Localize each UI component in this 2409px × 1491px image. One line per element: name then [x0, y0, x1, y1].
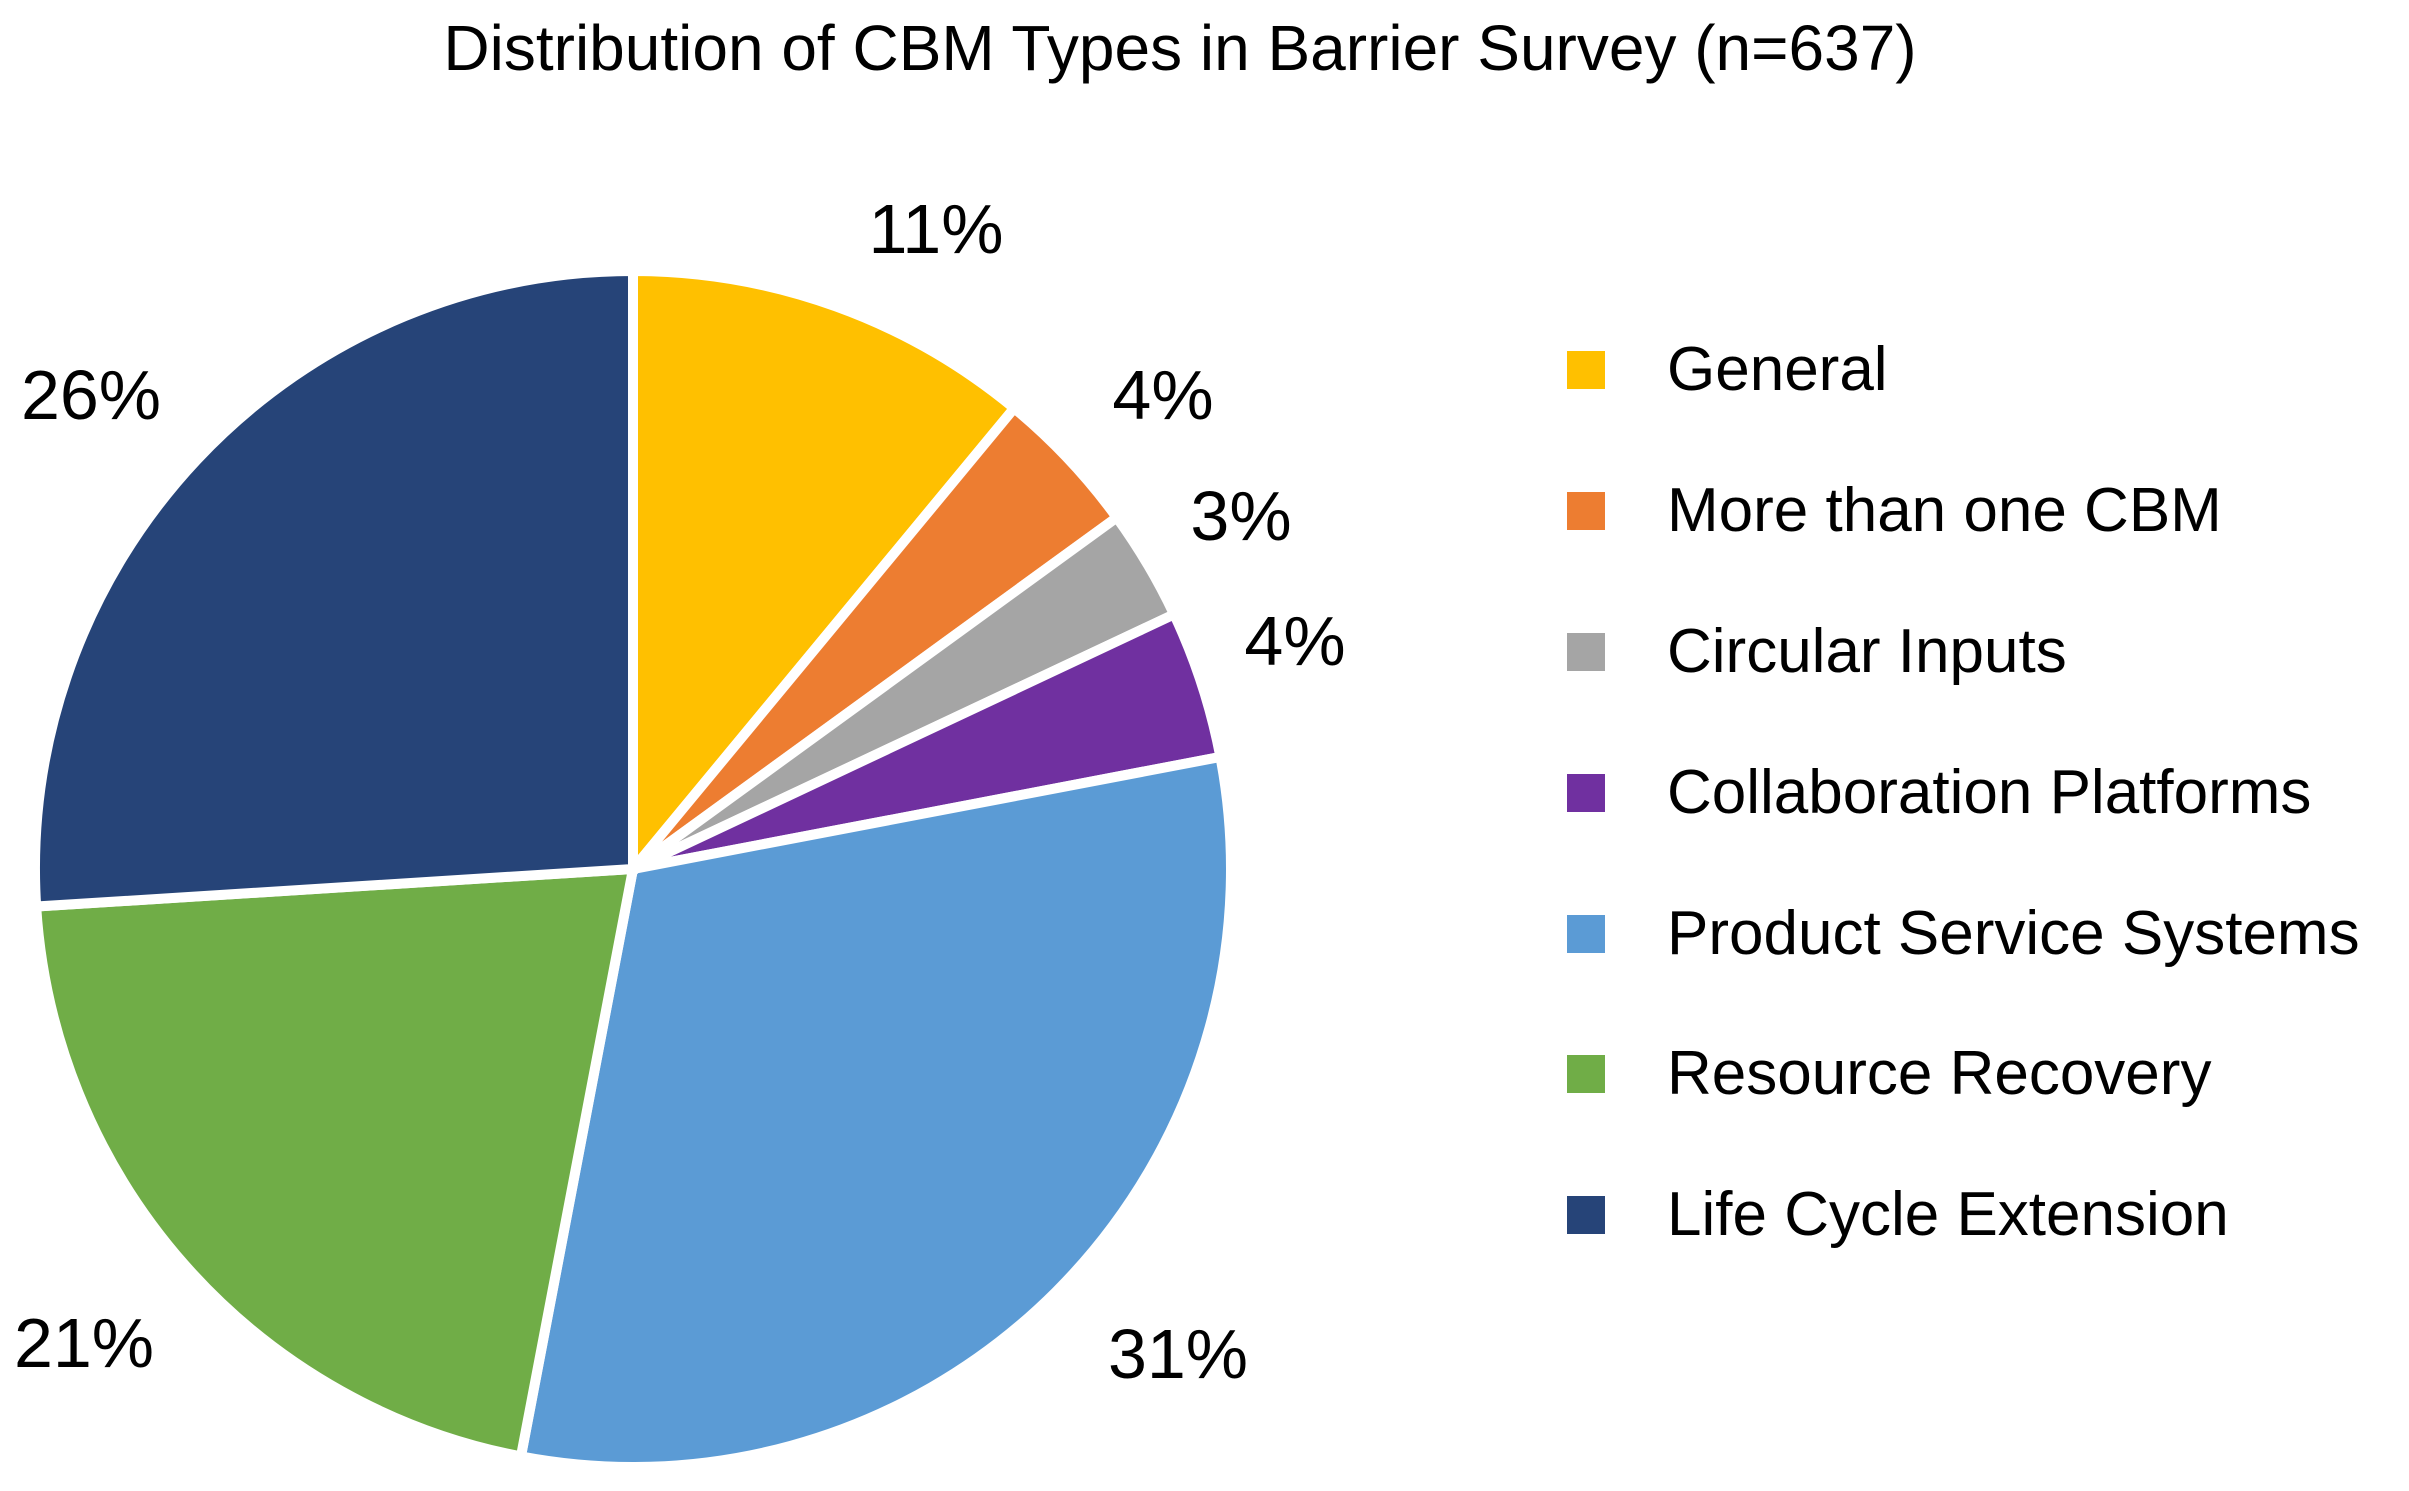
- legend-label: Life Cycle Extension: [1667, 1180, 2229, 1250]
- data-label-general: 11%: [868, 190, 1004, 268]
- legend-label: Collaboration Platforms: [1667, 757, 2312, 827]
- legend-label: General: [1667, 335, 1888, 405]
- pie-slice-product-service-systems: [515, 751, 1236, 1472]
- legend-item-general: General: [1567, 300, 2360, 441]
- legend-label: Resource Recovery: [1667, 1039, 2212, 1109]
- legend-swatch-more-than-one-cbm: [1567, 492, 1605, 531]
- legend-swatch-collaboration-platforms: [1567, 773, 1605, 812]
- data-label-resource-recovery: 21%: [13, 1304, 155, 1382]
- legend-label: More than one CBM: [1667, 476, 2222, 546]
- legend-item-life-cycle-extension: Life Cycle Extension: [1567, 1145, 2360, 1286]
- data-label-product-service-systems: 31%: [1107, 1315, 1249, 1393]
- data-label-collaboration-platforms: 4%: [1244, 602, 1346, 680]
- legend-item-product-service-systems: Product Service Systems: [1567, 863, 2360, 1004]
- legend-item-resource-recovery: Resource Recovery: [1567, 1004, 2360, 1145]
- legend-item-circular-inputs: Circular Inputs: [1567, 582, 2360, 723]
- data-label-life-cycle-extension: 26%: [20, 356, 162, 434]
- legend-item-collaboration-platforms: Collaboration Platforms: [1567, 722, 2360, 863]
- pie-slice-life-cycle-extension: [30, 265, 638, 912]
- legend-swatch-resource-recovery: [1567, 1055, 1605, 1094]
- pie-slice-resource-recovery: [30, 863, 640, 1463]
- pie-slice-general: [628, 265, 1022, 883]
- legend-swatch-general: [1567, 351, 1605, 390]
- chart-title: Distribution of CBM Types in Barrier Sur…: [443, 12, 1917, 84]
- legend-label: Product Service Systems: [1667, 898, 2360, 968]
- data-label-more-than-one-cbm: 4%: [1112, 356, 1214, 434]
- legend-swatch-life-cycle-extension: [1567, 1196, 1605, 1235]
- legend: General More than one CBM Circular Inputs C…: [1567, 300, 2360, 1286]
- legend-swatch-circular-inputs: [1567, 632, 1605, 671]
- legend-label: Circular Inputs: [1667, 616, 2067, 686]
- legend-item-more-than-one-cbm: More than one CBM: [1567, 441, 2360, 582]
- legend-swatch-product-service-systems: [1567, 914, 1605, 953]
- data-label-circular-inputs: 3%: [1190, 477, 1292, 555]
